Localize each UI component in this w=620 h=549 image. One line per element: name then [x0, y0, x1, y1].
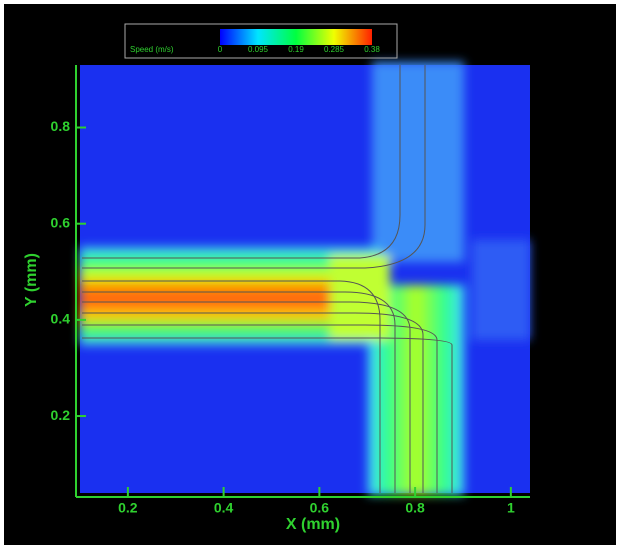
x-tick-label: 0.4 — [214, 500, 234, 516]
y-tick-label: 0.2 — [51, 407, 71, 423]
colorbar-tick-label: 0.19 — [288, 45, 304, 54]
x-axis-label: X (mm) — [286, 516, 340, 533]
colorbar-tick-label: 0.095 — [248, 45, 269, 54]
y-tick-label: 0.8 — [51, 118, 71, 134]
colorbar-tick-label: 0.38 — [364, 45, 380, 54]
x-tick-label: 1 — [507, 500, 515, 516]
colorbar-frame — [124, 23, 398, 59]
x-tick-label: 0.6 — [310, 500, 330, 516]
y-tick-label: 0.4 — [51, 311, 71, 327]
colorbar-tick-label: 0.285 — [324, 45, 345, 54]
colorbar — [220, 29, 372, 45]
streamlines — [82, 65, 453, 493]
colorbar-label: Speed (m/s) — [130, 45, 174, 54]
field — [80, 62, 530, 495]
y-axis-label: Y (mm) — [23, 253, 40, 307]
y-tick-label: 0.6 — [51, 214, 71, 230]
axes: 0.2 0.4 0.6 0.8 1 0.2 0.4 0.6 0.8 — [51, 65, 530, 516]
colorbar-tick-label: 0 — [218, 45, 223, 54]
x-tick-label: 0.2 — [118, 500, 138, 516]
x-tick-label: 0.8 — [405, 500, 425, 516]
